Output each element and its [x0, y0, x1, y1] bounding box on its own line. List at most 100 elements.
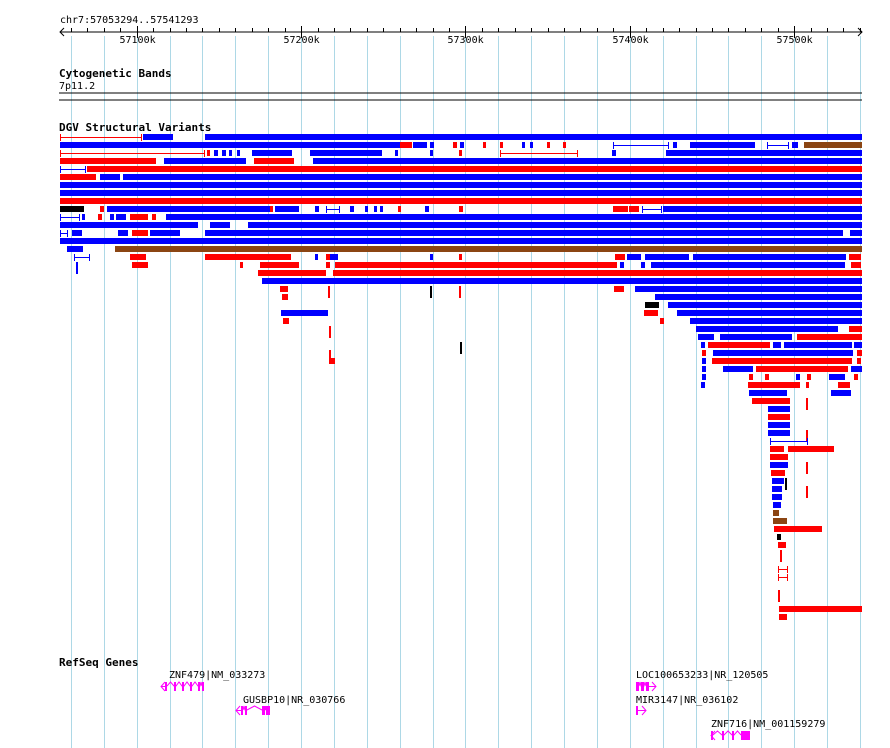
dgv-feature[interactable]	[655, 294, 862, 300]
dgv-feature[interactable]	[260, 262, 299, 268]
dgv-feature[interactable]	[614, 286, 624, 292]
dgv-feature-tick[interactable]	[430, 286, 432, 298]
dgv-feature[interactable]	[702, 374, 706, 380]
dgv-feature[interactable]	[770, 462, 788, 468]
dgv-feature[interactable]	[779, 614, 787, 620]
dgv-feature[interactable]	[118, 230, 128, 236]
dgv-feature-line[interactable]	[613, 142, 669, 149]
dgv-feature[interactable]	[258, 270, 326, 276]
dgv-feature[interactable]	[857, 350, 862, 356]
dgv-feature[interactable]	[829, 374, 845, 380]
dgv-feature[interactable]	[270, 206, 273, 212]
dgv-feature[interactable]	[395, 150, 398, 156]
dgv-feature[interactable]	[254, 158, 294, 164]
dgv-feature[interactable]	[123, 174, 862, 180]
dgv-feature[interactable]	[831, 390, 851, 396]
dgv-feature-line[interactable]	[60, 134, 142, 141]
dgv-feature-tick[interactable]	[806, 398, 808, 410]
dgv-feature[interactable]	[792, 142, 798, 148]
dgv-feature[interactable]	[67, 246, 83, 252]
dgv-feature[interactable]	[748, 382, 800, 388]
dgv-feature[interactable]	[132, 230, 148, 236]
dgv-feature[interactable]	[723, 366, 753, 372]
dgv-feature[interactable]	[150, 230, 180, 236]
dgv-feature[interactable]	[773, 518, 787, 524]
dgv-feature[interactable]	[702, 358, 706, 364]
dgv-feature[interactable]	[784, 342, 852, 348]
dgv-feature[interactable]	[365, 206, 368, 212]
dgv-feature[interactable]	[620, 262, 624, 268]
dgv-feature-line[interactable]	[778, 566, 788, 573]
dgv-feature[interactable]	[60, 190, 862, 196]
dgv-feature[interactable]	[774, 526, 822, 532]
dgv-feature-line[interactable]	[60, 166, 86, 173]
dgv-feature[interactable]	[807, 374, 811, 380]
dgv-feature[interactable]	[500, 142, 503, 148]
dgv-feature-line[interactable]	[60, 230, 68, 237]
dgv-feature[interactable]	[701, 342, 705, 348]
dgv-feature[interactable]	[849, 326, 862, 332]
dgv-feature[interactable]	[749, 390, 787, 396]
dgv-feature[interactable]	[282, 294, 288, 300]
dgv-feature-line[interactable]	[60, 150, 205, 157]
dgv-feature[interactable]	[612, 150, 616, 156]
dgv-feature-line[interactable]	[500, 150, 578, 157]
dgv-feature[interactable]	[453, 142, 457, 148]
dgv-feature-tick[interactable]	[329, 326, 331, 338]
dgv-feature[interactable]	[240, 262, 243, 268]
dgv-feature[interactable]	[107, 206, 270, 212]
dgv-feature[interactable]	[850, 230, 862, 236]
dgv-feature[interactable]	[214, 150, 218, 156]
dgv-feature[interactable]	[152, 214, 156, 220]
dgv-feature[interactable]	[702, 350, 706, 356]
dgv-feature[interactable]	[210, 222, 230, 228]
dgv-feature[interactable]	[166, 214, 862, 220]
dgv-feature[interactable]	[768, 406, 790, 412]
dgv-feature[interactable]	[398, 206, 401, 212]
gene-label-znf479[interactable]: ZNF479|NM_033273	[169, 670, 266, 681]
dgv-feature-tick[interactable]	[806, 462, 808, 474]
dgv-feature[interactable]	[768, 430, 790, 436]
dgv-feature[interactable]	[459, 150, 462, 156]
dgv-feature[interactable]	[205, 134, 862, 140]
dgv-feature[interactable]	[696, 326, 838, 332]
dgv-feature[interactable]	[773, 342, 781, 348]
dgv-feature[interactable]	[756, 366, 848, 372]
dgv-feature[interactable]	[613, 206, 628, 212]
dgv-feature[interactable]	[645, 302, 659, 308]
dgv-feature[interactable]	[207, 150, 210, 156]
dgv-feature[interactable]	[770, 454, 788, 460]
dgv-feature[interactable]	[796, 374, 800, 380]
dgv-feature[interactable]	[768, 414, 790, 420]
dgv-feature[interactable]	[280, 286, 288, 292]
dgv-feature[interactable]	[779, 606, 862, 612]
dgv-feature[interactable]	[222, 150, 226, 156]
dgv-feature[interactable]	[778, 542, 786, 548]
gene-label-gusbp10[interactable]: GUSBP10|NR_030766	[243, 695, 346, 706]
dgv-feature[interactable]	[459, 206, 463, 212]
dgv-feature[interactable]	[547, 142, 550, 148]
dgv-feature[interactable]	[60, 222, 198, 228]
dgv-feature[interactable]	[205, 230, 843, 236]
dgv-feature[interactable]	[143, 134, 173, 140]
dgv-feature[interactable]	[673, 142, 677, 148]
dgv-feature[interactable]	[335, 262, 617, 268]
dgv-feature[interactable]	[425, 206, 429, 212]
dgv-feature[interactable]	[773, 502, 781, 508]
dgv-feature[interactable]	[60, 206, 84, 212]
dgv-feature[interactable]	[765, 374, 769, 380]
dgv-feature[interactable]	[329, 358, 335, 364]
dgv-feature[interactable]	[98, 214, 102, 220]
dgv-feature[interactable]	[400, 142, 412, 148]
dgv-feature[interactable]	[854, 342, 862, 348]
gene-label-znf716[interactable]: ZNF716|NM_001159279	[711, 719, 826, 730]
dgv-feature[interactable]	[315, 254, 318, 260]
dgv-feature[interactable]	[851, 366, 862, 372]
dgv-feature[interactable]	[712, 358, 852, 364]
dgv-feature-line[interactable]	[74, 254, 90, 261]
dgv-feature[interactable]	[857, 358, 861, 364]
dgv-feature-tick[interactable]	[785, 478, 787, 490]
dgv-feature[interactable]	[130, 214, 148, 220]
dgv-feature[interactable]	[713, 350, 853, 356]
dgv-feature[interactable]	[677, 310, 862, 316]
